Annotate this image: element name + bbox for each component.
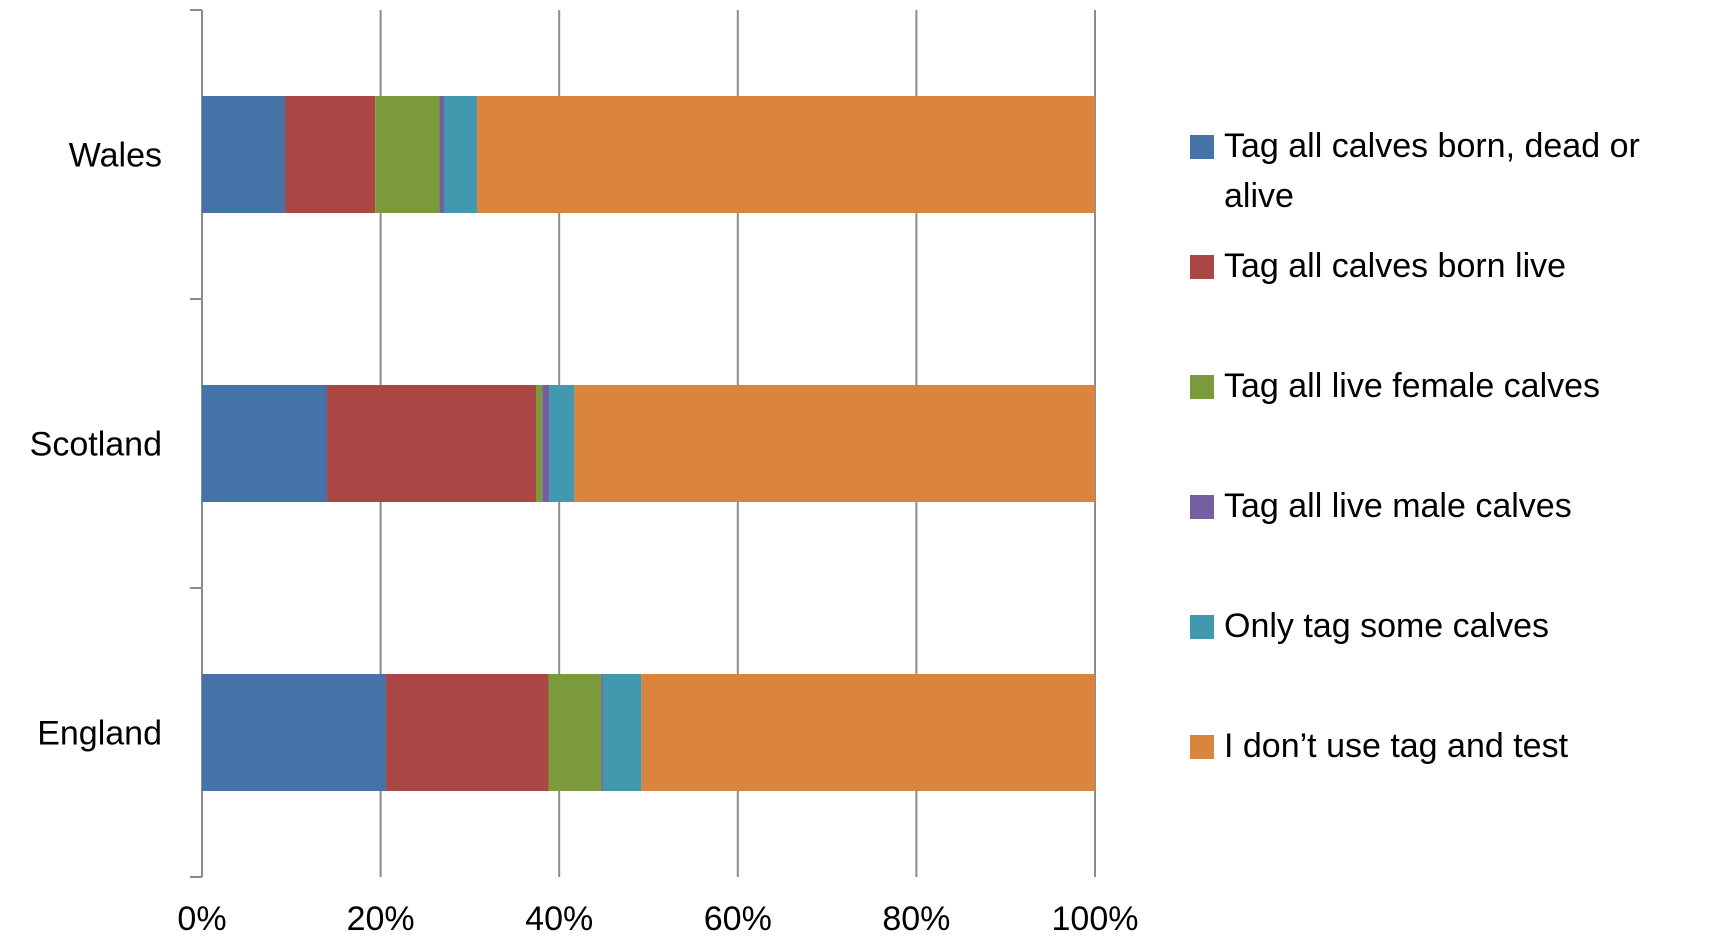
bar-segment <box>641 674 1095 791</box>
bar-segment <box>202 674 386 791</box>
bar-segment <box>385 674 549 791</box>
legend-swatch <box>1190 735 1214 759</box>
legend-label: Only tag some calves <box>1224 607 1550 645</box>
bar-segment <box>202 385 328 502</box>
legend-swatch <box>1190 615 1214 639</box>
legend-swatch <box>1190 135 1214 159</box>
legend-item: Tag all calves born, dead or alive <box>1190 127 1694 221</box>
legend-label: Tag all calves born live <box>1224 247 1567 285</box>
legend-item: Only tag some calves <box>1190 607 1694 651</box>
bar-segment <box>202 96 286 213</box>
legend-swatch <box>1190 375 1214 399</box>
bar-segment <box>602 674 642 791</box>
category-label: Wales <box>69 137 162 175</box>
bar-segment <box>439 96 445 213</box>
bars <box>202 96 1095 791</box>
bar-segment <box>285 96 376 213</box>
bar-segment <box>327 385 536 502</box>
legend-item: Tag all live male calves <box>1190 487 1694 531</box>
bar-segment <box>542 385 550 502</box>
bar-segment <box>535 385 543 502</box>
x-tick-label: 40% <box>525 900 593 938</box>
axis-labels: 0% 20% 40% 60% 80% 100% Wales Scotland England <box>30 137 1139 939</box>
x-tick-label: 60% <box>704 900 772 938</box>
x-tick-label: 0% <box>177 900 226 938</box>
x-tick-label: 80% <box>882 900 950 938</box>
legend-swatch <box>1190 495 1214 519</box>
x-tick-label: 100% <box>1052 900 1139 938</box>
legend-item: Tag all calves born live <box>1190 247 1694 291</box>
legend-swatch <box>1190 255 1214 279</box>
bar-segment <box>444 96 478 213</box>
legend-label: Tag all calves born, dead or alive <box>1224 127 1640 215</box>
bar-segment <box>375 96 440 213</box>
legend-label: Tag all live male calves <box>1224 487 1572 525</box>
bar-segment <box>477 96 1095 213</box>
category-label: Scotland <box>30 426 162 464</box>
x-tick-label: 20% <box>347 900 415 938</box>
legend-item: I don’t use tag and test <box>1190 727 1694 771</box>
legend-label: I don’t use tag and test <box>1224 727 1569 765</box>
bar-segment <box>601 674 603 791</box>
category-label: England <box>37 715 162 753</box>
bar-segment <box>549 385 575 502</box>
bar-segment <box>574 385 1095 502</box>
bar-segment <box>548 674 602 791</box>
axes <box>190 9 203 878</box>
legend-label: Tag all live female calves <box>1224 367 1601 405</box>
legend-item: Tag all live female calves <box>1190 367 1694 411</box>
